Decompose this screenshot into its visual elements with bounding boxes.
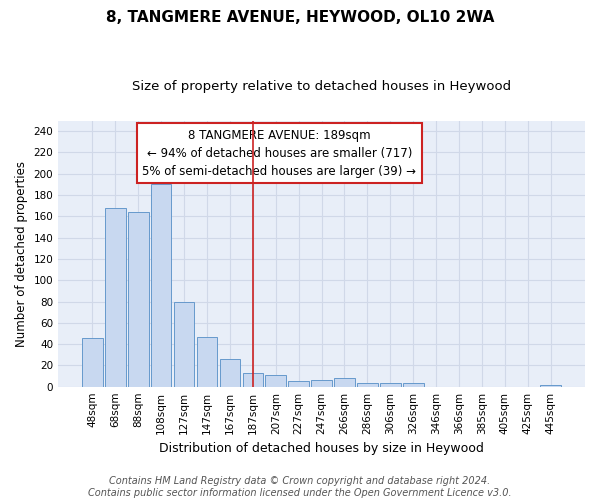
Bar (541, 384, 561, 386)
Text: Contains HM Land Registry data © Crown copyright and database right 2024.
Contai: Contains HM Land Registry data © Crown c… (88, 476, 512, 498)
Bar (151, 184, 172, 386)
Bar (403, 384, 424, 386)
Bar (220, 359, 240, 386)
Bar (128, 212, 149, 386)
Bar (105, 208, 125, 386)
Text: 8, TANGMERE AVENUE, HEYWOOD, OL10 2WA: 8, TANGMERE AVENUE, HEYWOOD, OL10 2WA (106, 10, 494, 25)
Title: Size of property relative to detached houses in Heywood: Size of property relative to detached ho… (132, 80, 511, 93)
Bar (334, 378, 355, 386)
Bar (82, 338, 103, 386)
Bar (289, 382, 309, 386)
Text: 8 TANGMERE AVENUE: 189sqm
← 94% of detached houses are smaller (717)
5% of semi-: 8 TANGMERE AVENUE: 189sqm ← 94% of detac… (142, 128, 416, 178)
Bar (174, 302, 194, 386)
Bar (311, 380, 332, 386)
Bar (242, 373, 263, 386)
X-axis label: Distribution of detached houses by size in Heywood: Distribution of detached houses by size … (159, 442, 484, 455)
Bar (197, 336, 217, 386)
Bar (265, 375, 286, 386)
Y-axis label: Number of detached properties: Number of detached properties (15, 160, 28, 346)
Bar (357, 384, 378, 386)
Bar (380, 384, 401, 386)
